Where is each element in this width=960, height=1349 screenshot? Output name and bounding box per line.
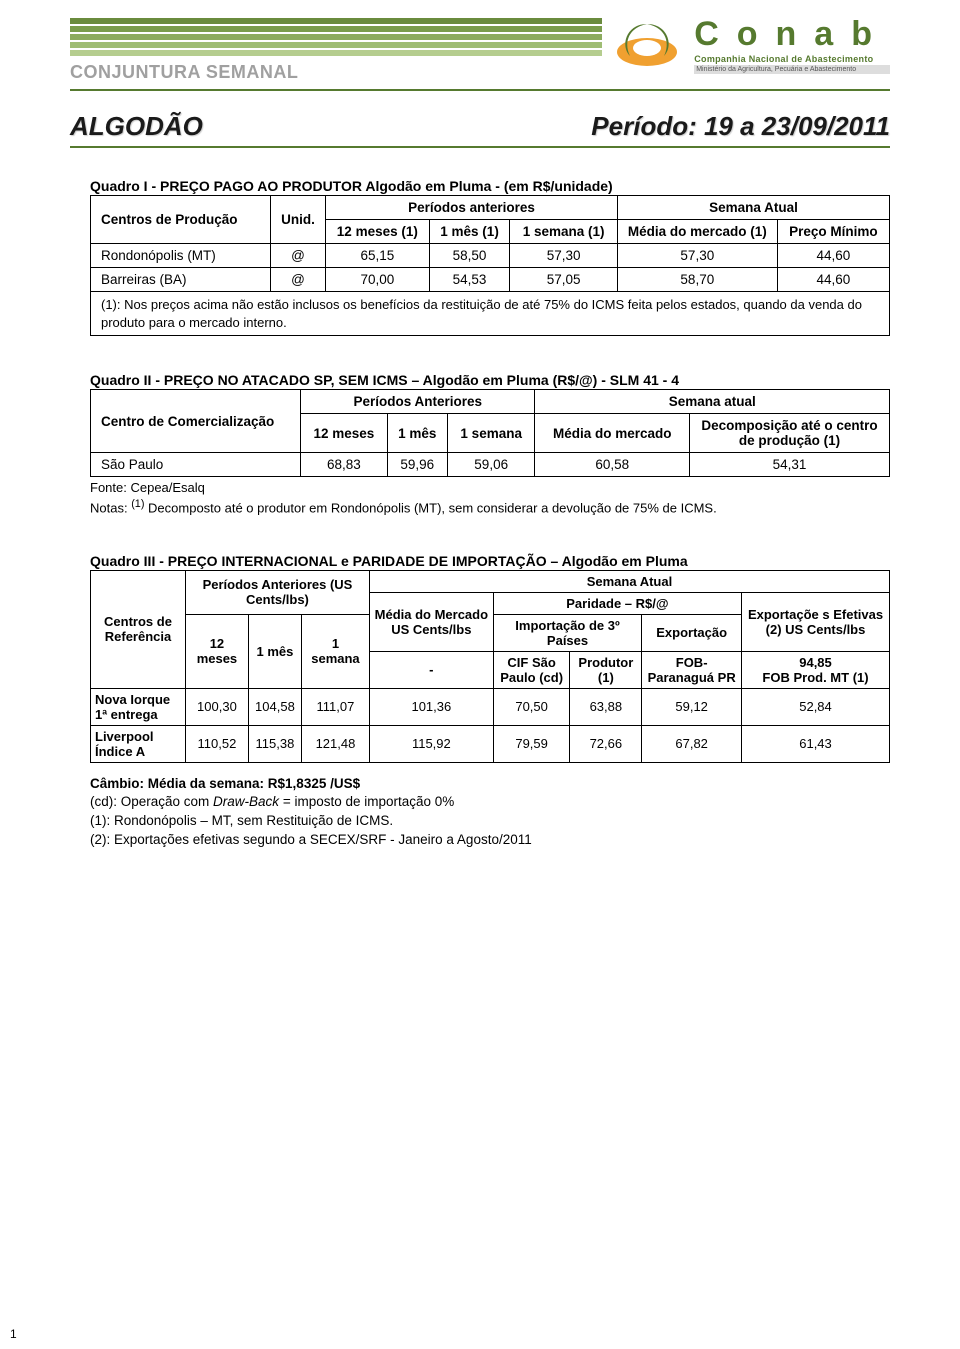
quadro1-table: Centros de Produção Unid. Períodos anter… [90,195,890,336]
th-semana: Semana Atual [617,196,889,220]
th-1s: 1 semana [447,414,535,453]
quadro2-fonte: Fonte: Cepea/Esalq [90,479,890,497]
th-unid: Unid. [271,196,326,244]
th-prod: Produtor (1) [570,651,642,688]
th-9485: 94,85 FOB Prod. MT (1) [742,651,890,688]
logo-subtitle-2: Ministério da Agricultura, Pecuária e Ab… [694,65,890,74]
th-periodos: Períodos Anteriores [301,390,535,414]
th-dash: - [369,651,493,688]
footer-line-1: (cd): Operação com Draw-Back = imposto d… [90,793,890,812]
quadro3-title: Quadro III - PREÇO INTERNACIONAL e PARID… [90,553,890,569]
th-media: Média do mercado [535,414,690,453]
th-export-ef: Exportaçõe s Efetivas (2) US Cents/lbs [742,592,890,651]
table-row: Nova Iorque 1ª entrega 100,30 104,58 111… [91,688,890,725]
quadro2-table: Centro de Comercialização Períodos Anter… [90,389,890,477]
th-1s: 1 semana (1) [510,220,618,244]
th-1s: 1 semana [301,614,369,688]
table-row: Liverpool Índice A 110,52 115,38 121,48 … [91,725,890,762]
period-label: Período: 19 a 23/09/2011 [591,111,890,142]
th-semana: Semana atual [535,390,890,414]
footer-line-3: (2): Exportações efetivas segundo a SECE… [90,831,890,850]
quadro1-note: (1): Nos preços acima não estão inclusos… [91,292,890,336]
th-periodos: Períodos anteriores [326,196,618,220]
th-12m: 12 meses [301,414,388,453]
th-media: Média do mercado (1) [617,220,777,244]
logo-icon [612,14,682,74]
th-centros: Centros de Referência [91,570,186,688]
th-1m: 1 mês [248,614,301,688]
table-row: São Paulo 68,83 59,96 59,06 60,58 54,31 [91,453,890,477]
page-title: ALGODÃO [70,111,203,142]
table-row: Barreiras (BA) @ 70,00 54,53 57,05 58,70… [91,268,890,292]
quadro2-nota: Notas: (1) Decomposto até o produtor em … [90,497,890,517]
th-1m: 1 mês (1) [429,220,510,244]
th-1m: 1 mês [387,414,447,453]
th-preco: Preço Mínimo [777,220,889,244]
th-semana: Semana Atual [369,570,889,592]
th-media: Média do Mercado US Cents/lbs [369,592,493,651]
logo-subtitle-1: Companhia Nacional de Abastecimento [694,54,890,64]
th-12m: 12 meses (1) [326,220,430,244]
cambio-label: Câmbio: Média da semana: R$1,8325 /US$ [90,775,890,794]
th-export: Exportação [642,614,742,651]
th-centro: Centro de Comercialização [91,390,301,453]
th-decomp: Decomposição até o centro de produção (1… [690,414,890,453]
th-cif: CIF São Paulo (cd) [493,651,570,688]
th-centros: Centros de Produção [91,196,271,244]
footer-line-2: (1): Rondonópolis – MT, sem Restituição … [90,812,890,831]
logo-letters: Conab [694,15,890,54]
quadro3-table: Centros de Referência Períodos Anteriore… [90,570,890,763]
th-import: Importação de 3º Países [493,614,641,651]
table-row: Rondonópolis (MT) @ 65,15 58,50 57,30 57… [91,244,890,268]
page-number: 1 [10,1327,17,1341]
header-rule [70,89,890,91]
quadro1-title: Quadro I - PREÇO PAGO AO PRODUTOR Algodã… [90,178,890,194]
th-12m: 12 meses [186,614,249,688]
th-fob: FOB-Paranaguá PR [642,651,742,688]
th-periodos: Períodos Anteriores (US Cents/lbs) [186,570,370,614]
quadro2-title: Quadro II - PREÇO NO ATACADO SP, SEM ICM… [90,372,890,388]
footer-notes: Câmbio: Média da semana: R$1,8325 /US$ (… [90,775,890,851]
th-paridade: Paridade – R$/@ [493,592,741,614]
logo: Conab Companhia Nacional de Abasteciment… [602,14,890,74]
